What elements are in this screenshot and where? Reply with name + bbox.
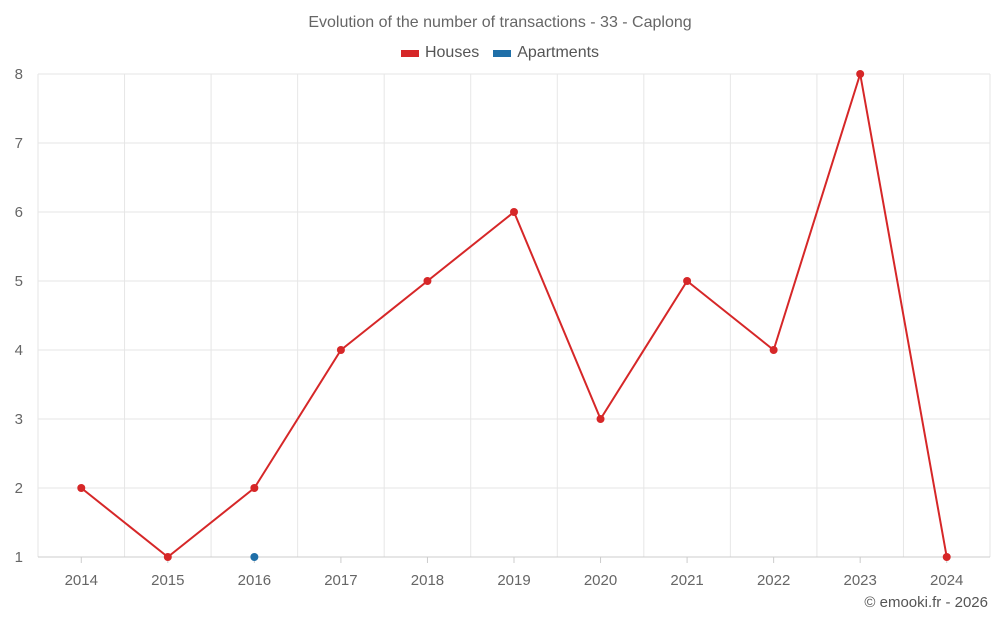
data-point-houses <box>596 415 605 423</box>
legend-label-apartments: Apartments <box>517 44 600 61</box>
x-tick-label: 2022 <box>757 572 790 589</box>
legend-item-houses[interactable]: Houses <box>400 44 480 62</box>
x-tick-label: 2021 <box>670 572 703 589</box>
legend-label-houses: Houses <box>424 44 480 61</box>
y-tick-label: 3 <box>15 411 23 428</box>
x-tick-label: 2023 <box>843 572 876 589</box>
x-tick-label: 2014 <box>65 572 98 589</box>
data-point-houses <box>769 346 778 354</box>
data-point-houses <box>856 70 865 78</box>
legend-swatch-houses <box>400 49 419 57</box>
data-point-apartments <box>250 553 259 561</box>
x-tick-label: 2016 <box>238 572 271 589</box>
x-tick-label: 2020 <box>584 572 617 589</box>
y-tick-label: 4 <box>15 342 23 359</box>
legend-item-apartments[interactable]: Apartments <box>493 44 599 62</box>
data-point-houses <box>336 346 345 354</box>
data-point-houses <box>942 553 951 561</box>
y-tick-label: 7 <box>15 135 23 152</box>
x-tick-label: 2024 <box>930 572 963 589</box>
y-tick-label: 2 <box>15 480 23 497</box>
data-point-houses <box>77 484 86 492</box>
x-tick-label: 2019 <box>497 572 530 589</box>
data-point-houses <box>250 484 259 492</box>
credit-text: © emooki.fr - 2026 <box>864 594 988 611</box>
x-tick-label: 2018 <box>411 572 444 589</box>
y-tick-label: 8 <box>15 66 23 83</box>
x-tick-label: 2017 <box>324 572 357 589</box>
x-tick-label: 2015 <box>151 572 184 589</box>
y-tick-label: 1 <box>15 549 23 566</box>
legend: Houses Apartments <box>0 44 1000 62</box>
y-tick-label: 5 <box>15 273 23 290</box>
data-point-houses <box>423 277 432 285</box>
y-tick-label: 6 <box>15 204 23 221</box>
legend-swatch-apartments <box>493 49 512 57</box>
chart-title: Evolution of the number of transactions … <box>308 14 692 31</box>
data-point-houses <box>683 277 692 285</box>
data-point-houses <box>510 208 518 216</box>
data-point-houses <box>163 553 172 561</box>
